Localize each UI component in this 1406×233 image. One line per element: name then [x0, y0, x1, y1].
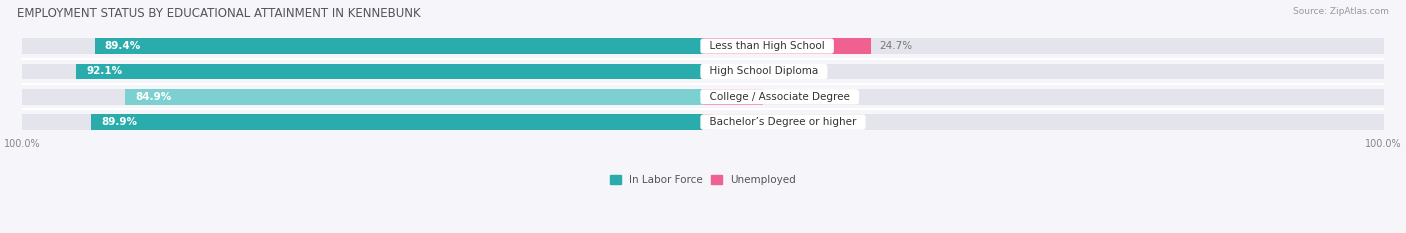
Text: 24.7%: 24.7% — [879, 41, 912, 51]
Text: 84.9%: 84.9% — [135, 92, 172, 102]
Text: EMPLOYMENT STATUS BY EDUCATIONAL ATTAINMENT IN KENNEBUNK: EMPLOYMENT STATUS BY EDUCATIONAL ATTAINM… — [17, 7, 420, 20]
Text: 89.4%: 89.4% — [105, 41, 141, 51]
Bar — [703, 38, 1384, 54]
Bar — [703, 64, 704, 79]
Bar — [22, 89, 703, 105]
Bar — [703, 89, 1384, 105]
Text: 8.8%: 8.8% — [770, 92, 797, 102]
Bar — [91, 114, 703, 130]
Bar — [22, 114, 703, 130]
Bar — [703, 114, 713, 130]
Bar — [125, 89, 703, 105]
Text: High School Diploma: High School Diploma — [703, 66, 825, 76]
Text: Less than High School: Less than High School — [703, 41, 831, 51]
Text: Bachelor’s Degree or higher: Bachelor’s Degree or higher — [703, 117, 863, 127]
Legend: In Labor Force, Unemployed: In Labor Force, Unemployed — [610, 175, 796, 185]
Bar — [703, 89, 763, 105]
Bar — [703, 38, 872, 54]
Text: College / Associate Degree: College / Associate Degree — [703, 92, 856, 102]
Bar — [22, 38, 703, 54]
Bar — [76, 64, 703, 79]
Bar — [22, 64, 703, 79]
Text: 89.9%: 89.9% — [101, 117, 138, 127]
Text: 92.1%: 92.1% — [86, 66, 122, 76]
Text: 1.4%: 1.4% — [721, 117, 747, 127]
Bar — [94, 38, 703, 54]
Bar — [703, 64, 1384, 79]
Bar — [703, 114, 1384, 130]
Text: 0.3%: 0.3% — [713, 66, 740, 76]
Text: Source: ZipAtlas.com: Source: ZipAtlas.com — [1294, 7, 1389, 16]
